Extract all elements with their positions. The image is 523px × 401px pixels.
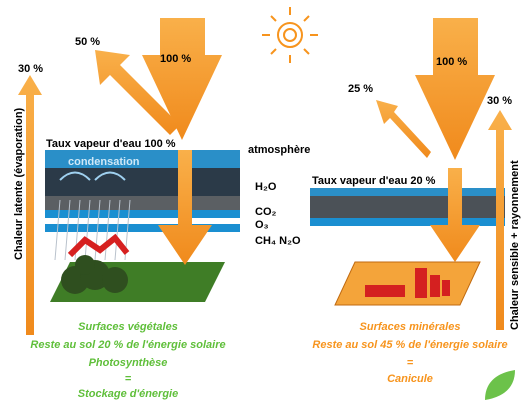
label: Taux vapeur d'eau 20 %: [312, 175, 436, 187]
arrows: [18, 18, 512, 335]
rain: [54, 199, 131, 261]
caption: Surfaces minérales: [360, 321, 461, 333]
right-atmosphere: [310, 188, 505, 226]
label: condensation: [68, 156, 140, 168]
gas: CO₂: [255, 206, 277, 218]
label: Taux vapeur d'eau 100 %: [46, 138, 176, 150]
caption: Reste au sol 45 % de l'énergie solaire: [312, 339, 507, 351]
gas: CH₄ N₂O: [255, 235, 301, 247]
caption: =: [407, 357, 414, 369]
forest: [61, 255, 128, 294]
gas: O₃: [255, 219, 269, 231]
vertical-label: Chaleur latente (évaporation): [13, 107, 25, 260]
label: 25 %: [348, 83, 373, 95]
label: 100 %: [160, 53, 191, 65]
buildings: [365, 268, 450, 298]
leaf: [485, 370, 515, 400]
label: 50 %: [75, 36, 100, 48]
caption: Photosynthèse: [89, 357, 168, 369]
sun: [262, 7, 318, 63]
heat-marks: [67, 233, 130, 258]
label: 100 %: [436, 56, 467, 68]
condensation-arcs: [59, 171, 126, 181]
caption: Stockage d'énergie: [78, 388, 178, 400]
caption: =: [125, 373, 132, 385]
vertical-label: Chaleur sensible + rayonnement: [509, 160, 521, 330]
label: 30 %: [18, 63, 43, 75]
caption: Reste au sol 20 % de l'énergie solaire: [30, 339, 225, 351]
label: atmosphère: [248, 144, 310, 156]
label: 30 %: [487, 95, 512, 107]
mineral-ground: [334, 261, 481, 306]
gas: H₂O: [255, 181, 277, 193]
caption: Canicule: [387, 373, 433, 385]
caption: Surfaces végétales: [78, 321, 178, 333]
